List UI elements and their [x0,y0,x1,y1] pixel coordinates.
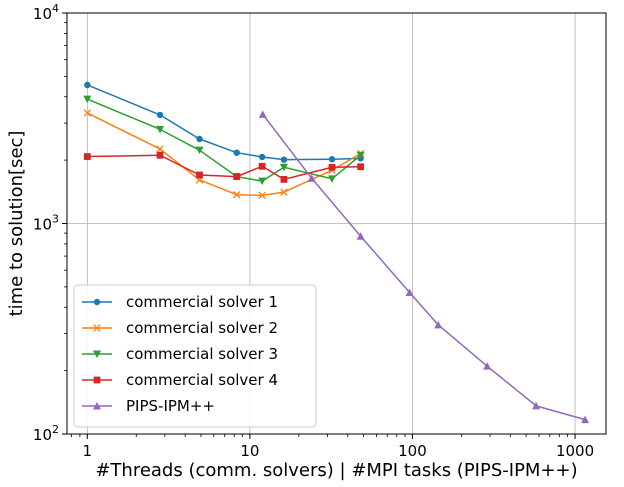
data-point [258,153,266,161]
series-line [87,98,362,182]
legend-label: PIPS-IPM++ [126,397,215,415]
data-point [83,153,91,160]
series-line [86,112,362,197]
data-point [258,110,267,118]
y-tick-label: 102 [33,423,59,444]
series-5 [258,110,590,424]
data-point [328,175,337,183]
series-layer [83,81,590,424]
data-point [279,163,288,172]
data-point [280,175,288,183]
data-point [357,163,365,171]
data-point [83,95,92,104]
y-tick-base: 10 [33,426,52,444]
data-point [280,188,288,196]
data-point [328,156,336,163]
x-tick-label: 1000 [556,442,594,460]
series-line [87,84,361,161]
legend-marker [93,324,101,332]
x-tick-label: 100 [398,442,427,460]
legend-label: commercial solver 2 [126,319,278,337]
data-point [84,81,91,89]
legend-marker [93,298,101,306]
data-point [328,163,336,171]
data-point [280,156,288,163]
y-tick-exponent: 3 [52,213,59,226]
data-point [258,162,266,170]
series-line [87,154,361,181]
legend-marker [93,350,101,358]
data-point [581,415,590,424]
data-point [405,288,414,297]
data-point [532,401,541,410]
x-tick-label: 1 [83,442,93,460]
data-point [258,191,266,200]
series-4 [83,151,365,183]
y-tick-exponent: 4 [52,2,59,15]
data-point [233,173,241,181]
data-point [233,149,240,156]
legend-label: commercial solver 4 [126,371,278,389]
data-point [195,146,204,155]
legend-box [73,284,317,428]
series-line [262,113,586,421]
data-point [196,171,203,179]
legend-entry: commercial solver 4 [82,371,278,389]
data-point [156,145,164,153]
data-point [83,109,92,117]
legend-marker [93,376,101,384]
data-point [356,232,365,240]
x-tick-label: 10 [240,442,259,460]
x-axis-label: #Threads (comm. solvers) | #MPI tasks (P… [95,460,577,481]
y-tick-label: 104 [33,2,59,23]
data-point [434,320,443,329]
y-tick-label: 103 [33,213,59,234]
y-axis-label: time to solution[sec] [6,131,27,317]
legend-entry: commercial solver 3 [82,345,278,363]
legend-label: commercial solver 3 [126,345,278,363]
legend-entry: commercial solver 2 [82,319,278,337]
data-point [196,135,203,143]
legend: commercial solver 1 commercial solver 2 co… [73,284,317,428]
legend-label: commercial solver 1 [126,293,278,311]
legend-marker [93,402,101,410]
data-point [483,362,492,370]
y-tick-base: 10 [33,216,52,234]
data-point [356,151,365,160]
data-point [156,111,164,119]
legend-entry: commercial solver 1 [82,293,278,311]
data-point [156,151,164,159]
data-point [307,174,316,182]
data-point [156,125,165,134]
data-point [258,177,267,186]
y-tick-base: 10 [33,5,52,23]
data-point [232,190,241,199]
y-tick-exponent: 2 [52,423,59,436]
legend-entry: PIPS-IPM++ [82,397,215,415]
